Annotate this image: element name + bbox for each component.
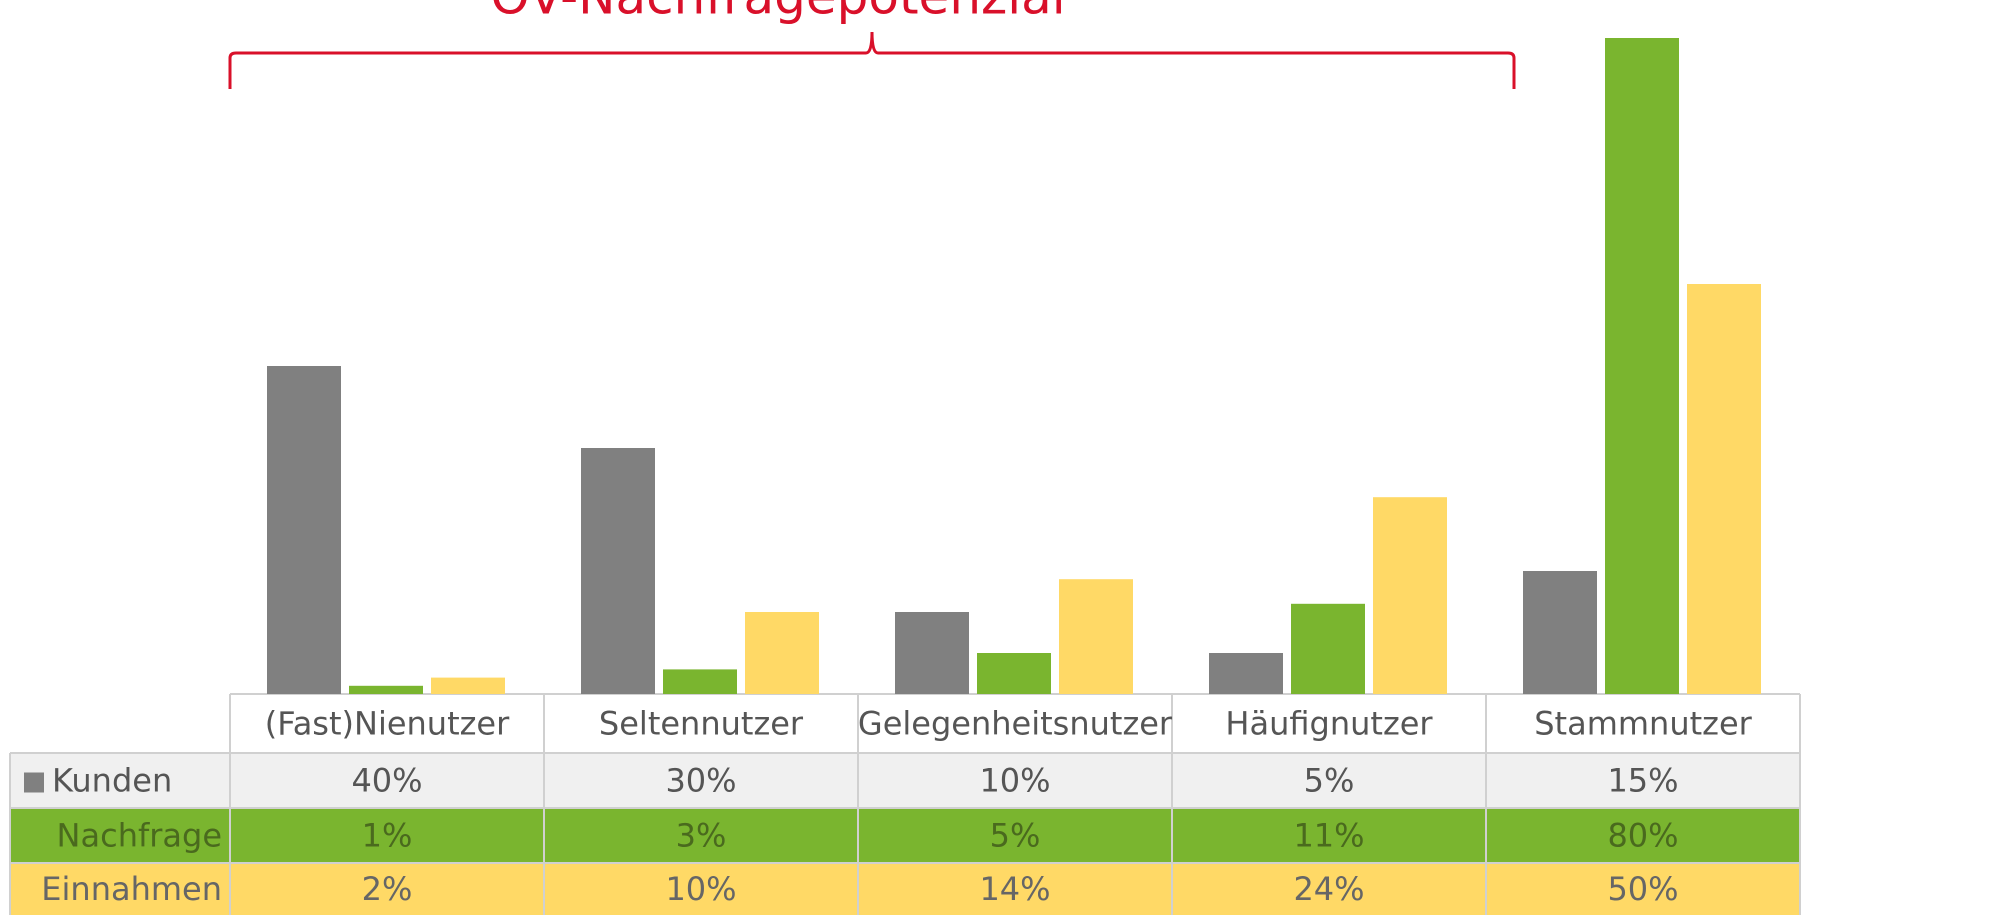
category-label: Gelegenheitsnutzer bbox=[858, 705, 1173, 743]
data-label: 11% bbox=[1293, 817, 1364, 855]
category-label: Seltennutzer bbox=[599, 705, 804, 743]
data-label: 5% bbox=[990, 817, 1041, 855]
data-label: 3% bbox=[676, 817, 727, 855]
bar bbox=[1373, 497, 1447, 694]
data-label: 50% bbox=[1607, 870, 1678, 908]
bar bbox=[267, 366, 341, 694]
data-label: 40% bbox=[351, 762, 422, 800]
data-label: 10% bbox=[979, 762, 1050, 800]
legend-label: Kunden bbox=[52, 762, 172, 800]
category-label: (Fast)Nienutzer bbox=[265, 705, 510, 743]
bar bbox=[1209, 653, 1283, 694]
table-row bbox=[10, 863, 1800, 915]
data-label: 15% bbox=[1607, 762, 1678, 800]
bar bbox=[977, 653, 1051, 694]
table-row bbox=[10, 808, 1800, 863]
bar bbox=[895, 612, 969, 694]
bar bbox=[1605, 38, 1679, 694]
table-row bbox=[10, 753, 1800, 808]
chart-title: ÖV-Nachfragepotenzial bbox=[490, 0, 1065, 26]
data-label: 2% bbox=[362, 870, 413, 908]
legend-label: Einnahmen bbox=[41, 870, 222, 908]
bar bbox=[1059, 579, 1133, 694]
legend-label: Nachfrage bbox=[57, 817, 222, 855]
bar bbox=[1523, 571, 1597, 694]
data-label: 30% bbox=[665, 762, 736, 800]
legend-swatch bbox=[24, 772, 44, 793]
category-label: Stammnutzer bbox=[1534, 705, 1752, 743]
bracket bbox=[228, 31, 1516, 89]
data-label: 80% bbox=[1607, 817, 1678, 855]
data-label: 5% bbox=[1304, 762, 1355, 800]
bar bbox=[1687, 284, 1761, 694]
bar bbox=[431, 677, 505, 694]
data-label: 14% bbox=[979, 870, 1050, 908]
bar bbox=[581, 448, 655, 694]
bar bbox=[1291, 603, 1365, 694]
data-label: 1% bbox=[362, 817, 413, 855]
category-label: Häufignutzer bbox=[1225, 705, 1433, 743]
bar bbox=[349, 685, 423, 694]
bar bbox=[745, 612, 819, 694]
data-label: 10% bbox=[665, 870, 736, 908]
data-label: 24% bbox=[1293, 870, 1364, 908]
bar bbox=[663, 669, 737, 694]
